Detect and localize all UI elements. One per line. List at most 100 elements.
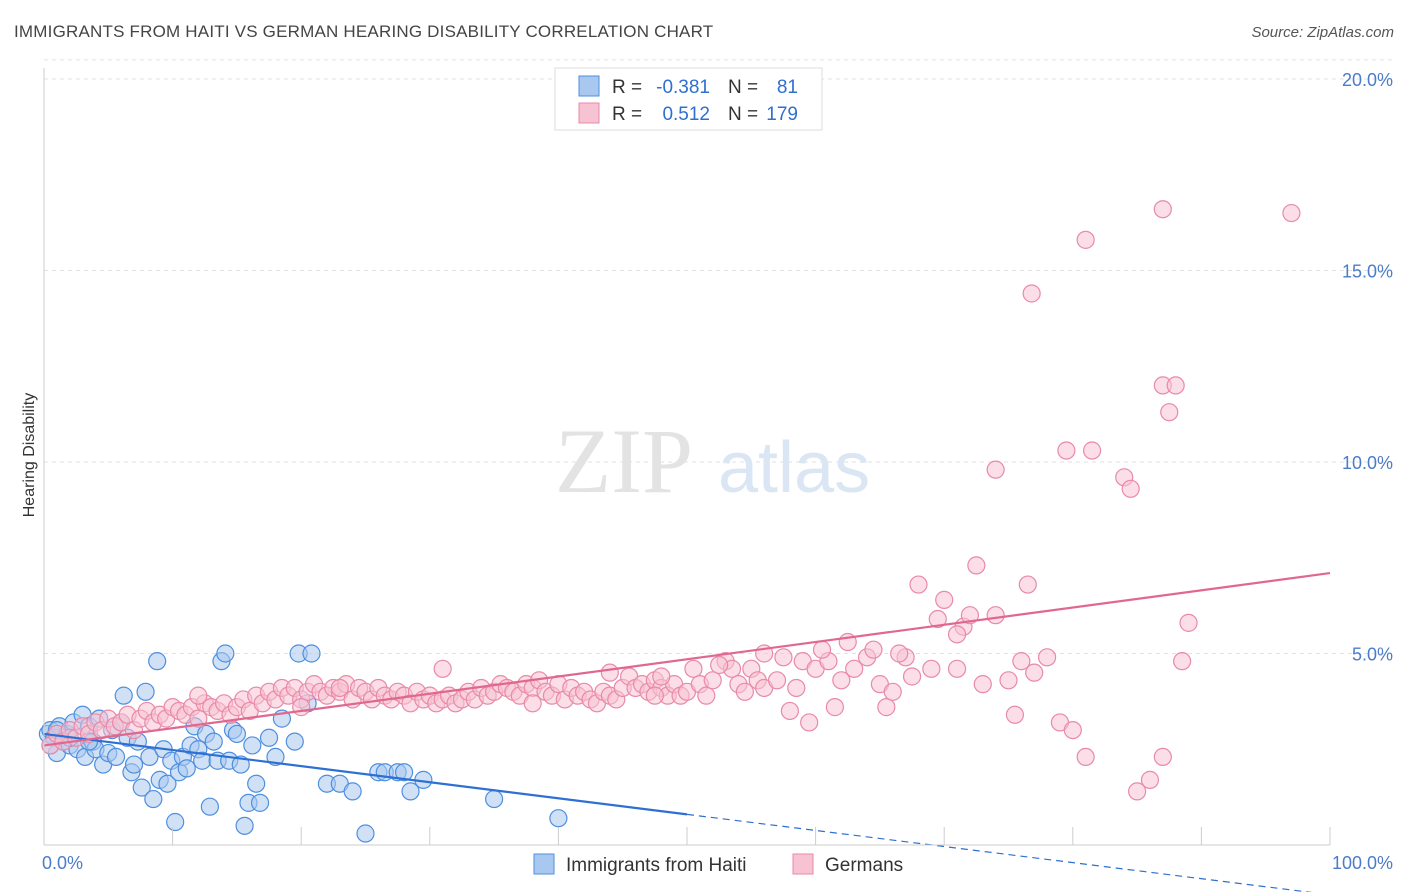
germans-point — [845, 659, 864, 678]
germans-point — [1057, 441, 1076, 460]
haiti-point — [285, 732, 304, 751]
germans-point — [189, 709, 208, 728]
germans-point — [864, 640, 883, 659]
watermark: ZIP atlas — [555, 410, 870, 512]
germans-point — [986, 460, 1005, 479]
germans-point — [832, 671, 851, 690]
legend-swatch-germans — [578, 102, 600, 124]
y-tick-label-1: 10.0% — [1342, 453, 1393, 473]
watermark-atlas: atlas — [718, 428, 870, 508]
germans-point — [1012, 652, 1031, 671]
germans-point — [1037, 648, 1057, 667]
germans-point — [973, 675, 992, 694]
y-tick-label-2: 15.0% — [1342, 262, 1393, 282]
germans-point — [433, 659, 452, 678]
haiti-point — [166, 812, 185, 832]
germans-point — [780, 701, 799, 721]
germans-point — [1121, 479, 1140, 498]
germans-point — [189, 686, 208, 705]
germans-point — [922, 659, 941, 678]
germans-point — [645, 686, 664, 705]
correlation-legend: R = -0.381 N = 81 R = 0.512 N = 179 — [554, 67, 823, 131]
germans-point — [800, 713, 819, 732]
haiti-point — [106, 747, 126, 767]
chart-title: IMMIGRANTS FROM HAITI VS GERMAN HEARING … — [14, 22, 714, 41]
watermark-zip: ZIP — [555, 410, 693, 512]
germans-point — [292, 698, 311, 717]
germans-point — [909, 575, 928, 594]
germans-point — [960, 606, 980, 625]
trend-lines — [43, 571, 1331, 892]
germans-point — [1076, 230, 1095, 249]
haiti-point — [148, 652, 167, 671]
germans-point — [1005, 705, 1025, 724]
germans-point — [1063, 720, 1082, 740]
legend-n-value-germans: 179 — [766, 104, 798, 125]
germans-point — [1140, 770, 1160, 789]
bottom-legend-swatch-germans — [792, 853, 814, 875]
legend-n-label-haiti: N = — [728, 77, 758, 98]
germans-point — [890, 644, 909, 663]
x-tick-label-min: 0.0% — [42, 853, 83, 873]
germans-point — [1179, 613, 1198, 632]
germans-point — [1127, 782, 1147, 801]
source-label: Source: ZipAtlas.com — [1251, 24, 1394, 41]
y-tick-label-0: 5.0% — [1352, 645, 1393, 665]
germans-point — [902, 667, 922, 686]
germans-point — [999, 671, 1018, 690]
haiti-point — [136, 682, 155, 701]
y-axis-label: Hearing Disability — [21, 393, 38, 518]
germans-point — [1153, 747, 1172, 767]
germans-point — [928, 609, 947, 629]
haiti-point — [356, 824, 375, 843]
bottom-legend-swatch-haiti — [533, 853, 555, 875]
y-tick-label-3: 20.0% — [1342, 70, 1393, 90]
bottom-legend-label-germans: Germans — [825, 855, 903, 876]
haiti-point — [158, 774, 177, 793]
legend-r-label-germans: R = — [612, 104, 642, 125]
germans-point — [710, 655, 729, 675]
germans-point — [1173, 652, 1192, 671]
germans-point — [947, 659, 967, 678]
legend-n-label-germans: N = — [728, 104, 758, 125]
haiti-point — [549, 809, 568, 828]
germans-point — [947, 625, 967, 644]
haiti-point — [247, 774, 266, 793]
germans-point — [812, 640, 832, 659]
germans-point — [684, 659, 703, 678]
germans-point — [967, 556, 986, 575]
haiti-point — [231, 755, 250, 774]
germans-point — [703, 671, 722, 690]
haiti-point — [140, 747, 159, 767]
grid-layer — [44, 59, 1393, 654]
trend-line-germans — [43, 571, 1331, 747]
germans-point — [1082, 441, 1102, 460]
haiti-point — [259, 728, 279, 747]
haiti-point — [243, 736, 262, 755]
haiti-point — [250, 793, 270, 812]
legend-r-value-haiti: -0.381 — [656, 77, 710, 98]
haiti-point — [124, 755, 144, 774]
haiti-point — [266, 747, 285, 767]
germans-point — [1076, 747, 1095, 767]
germans-point — [986, 606, 1005, 625]
haiti-point — [200, 797, 219, 816]
legend-swatch-haiti — [578, 75, 600, 97]
germans-point — [600, 663, 619, 682]
x-tick-label-max: 100.0% — [1332, 853, 1393, 873]
germans-point — [697, 686, 716, 705]
haiti-point — [401, 782, 420, 801]
germans-point — [1282, 203, 1301, 223]
germans-point — [735, 682, 754, 701]
series-germans-points — [41, 200, 1301, 801]
bottom-legend-label-haiti: Immigrants from Haiti — [566, 855, 747, 876]
germans-point — [1018, 575, 1037, 594]
legend-r-label-haiti: R = — [612, 77, 642, 98]
germans-point — [1160, 403, 1179, 422]
haiti-point — [144, 789, 163, 809]
haiti-point — [485, 789, 504, 809]
haiti-point — [177, 759, 196, 778]
germans-point — [825, 698, 844, 717]
germans-point — [1025, 663, 1044, 682]
haiti-point — [204, 732, 223, 751]
